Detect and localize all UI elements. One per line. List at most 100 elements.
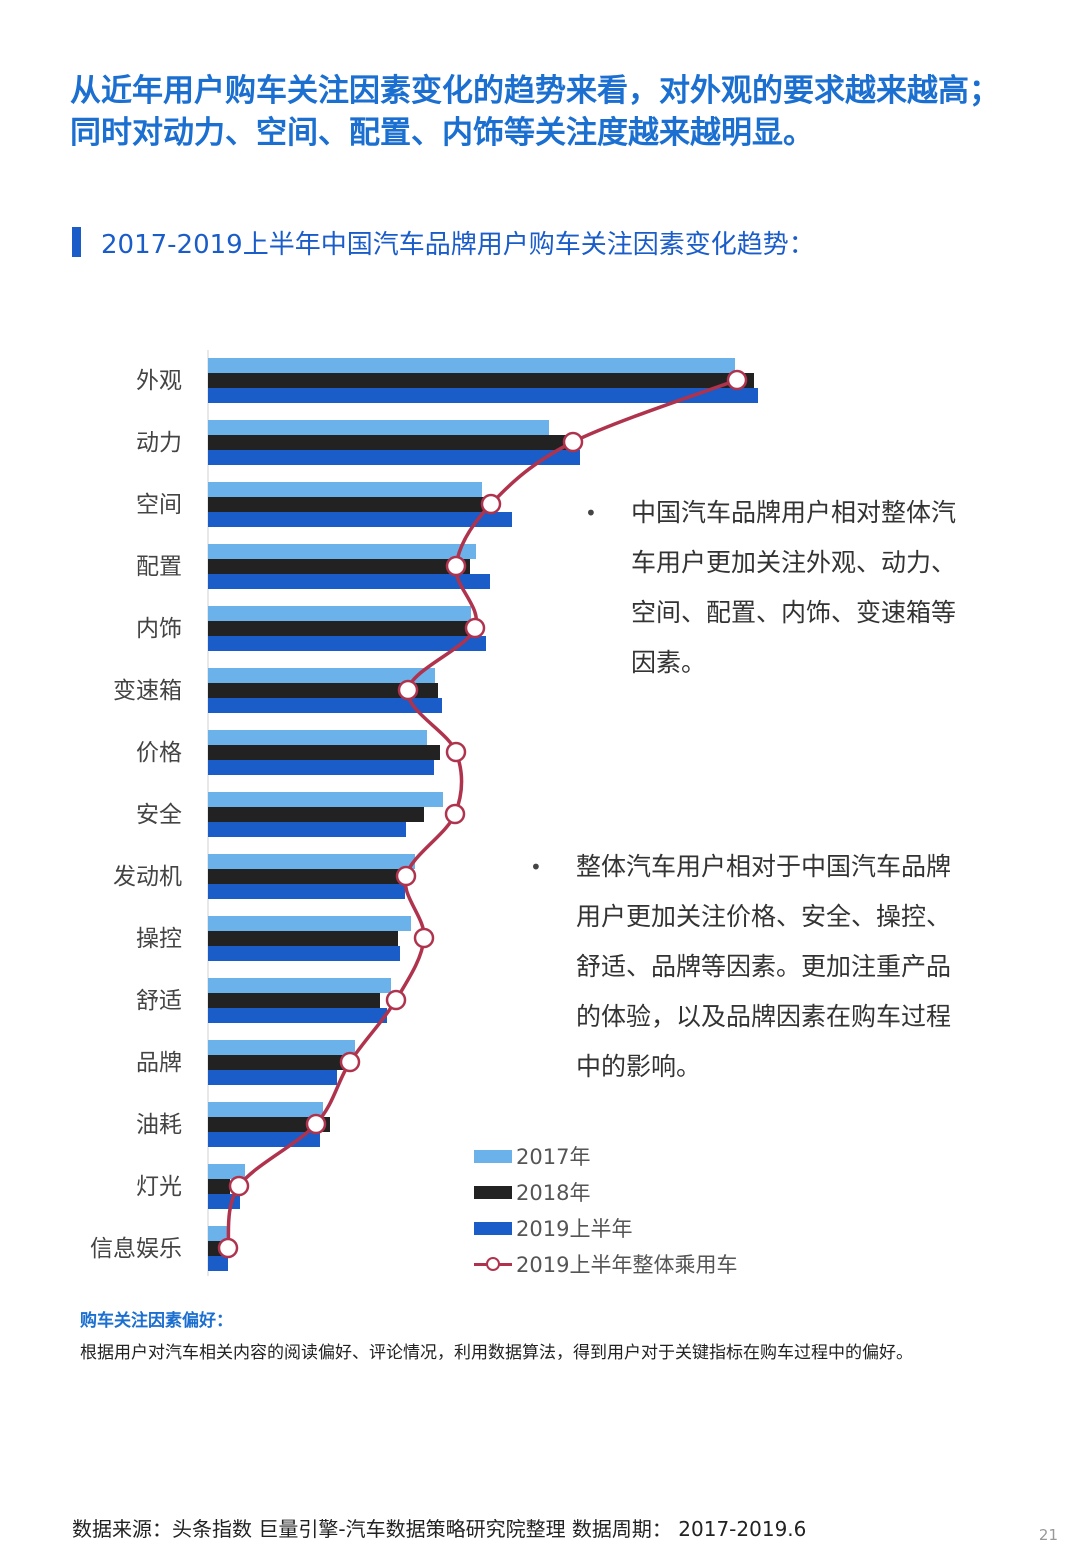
bar-2017 (208, 1102, 323, 1117)
headline-line-1: 从近年用户购车关注因素变化的趋势来看，对外观的要求越来越高； (70, 73, 1000, 109)
note-overall: • 整体汽车用户相对于中国汽车品牌用户更加关注价格、安全、操控、舒适、品牌等因素… (530, 842, 970, 1092)
overall-point (444, 803, 466, 825)
bar-2017 (208, 358, 735, 373)
bar-2019h1 (208, 822, 406, 837)
section-title: 2017-2019上半年中国汽车品牌用户购车关注因素变化趋势： (72, 224, 815, 260)
bar-2018 (208, 497, 484, 512)
category-label: 信息娱乐 (90, 1236, 182, 1262)
overall-point (228, 1175, 250, 1197)
headline: 从近年用户购车关注因素变化的趋势来看，对外观的要求越来越高； 同时对动力、空间、… (70, 70, 1030, 154)
bar-2019h1 (208, 574, 490, 589)
legend-swatch-2019h1 (474, 1221, 512, 1235)
bar-2017 (208, 1226, 228, 1241)
bar-2019h1 (208, 1256, 228, 1271)
category-label: 操控 (136, 926, 182, 952)
category-label: 品牌 (136, 1050, 182, 1076)
bar-2019h1 (208, 946, 400, 961)
category-label: 发动机 (113, 864, 182, 890)
bar-2017 (208, 854, 415, 869)
overall-point (413, 927, 435, 949)
bullet-icon: • (530, 855, 542, 879)
chart-legend: 2017年 2018年 2019上半年 2019上半年整体乘用车 (474, 1138, 737, 1282)
category-label: 空间 (136, 492, 182, 518)
bar-2018 (208, 683, 438, 698)
bar-2019h1 (208, 760, 434, 775)
overall-point (217, 1237, 239, 1259)
legend-label: 2017年 (516, 1145, 591, 1169)
note-text: 整体汽车用户相对于中国汽车品牌用户更加关注价格、安全、操控、舒适、品牌等因素。更… (576, 852, 952, 1081)
category-label: 外观 (136, 368, 182, 394)
section-title-text: 2017-2019上半年中国汽车品牌用户购车关注因素变化趋势： (101, 229, 815, 260)
legend-item-2018: 2018年 (474, 1174, 737, 1210)
category-label: 配置 (136, 554, 182, 580)
overall-point (305, 1113, 327, 1135)
bar-2017 (208, 1164, 245, 1179)
bar-2018 (208, 931, 398, 946)
bar-2019h1 (208, 512, 512, 527)
headline-line-2: 同时对动力、空间、配置、内饰等关注度越来越明显。 (70, 115, 814, 151)
footnote-description: 根据用户对汽车相关内容的阅读偏好、评论情况，利用数据算法，得到用户对于关键指标在… (80, 1343, 913, 1363)
bar-2017 (208, 730, 427, 745)
bar-2018 (208, 435, 573, 450)
legend-item-overall: 2019上半年整体乘用车 (474, 1246, 737, 1282)
legend-label: 2019上半年整体乘用车 (516, 1253, 738, 1277)
bar-2019h1 (208, 1008, 387, 1023)
bar-2017 (208, 544, 476, 559)
bar-2017 (208, 978, 391, 993)
legend-swatch-2017 (474, 1149, 512, 1163)
overall-point (480, 493, 502, 515)
bar-2017 (208, 420, 549, 435)
category-label: 动力 (136, 430, 182, 456)
overall-point (562, 431, 584, 453)
overall-point (726, 369, 748, 391)
bar-2019h1 (208, 884, 405, 899)
bar-2018 (208, 807, 424, 822)
legend-swatch-2018 (474, 1185, 512, 1199)
bar-2018 (208, 869, 405, 884)
overall-point (395, 865, 417, 887)
overall-point (397, 679, 419, 701)
legend-item-2017: 2017年 (474, 1138, 737, 1174)
category-label: 内饰 (136, 616, 182, 642)
bar-2018 (208, 559, 470, 574)
category-label: 价格 (136, 740, 182, 766)
bar-2017 (208, 916, 411, 931)
overall-point (385, 989, 407, 1011)
note-chinese-brand: • 中国汽车品牌用户相对整体汽车用户更加关注外观、动力、空间、配置、内饰、变速箱… (585, 488, 965, 688)
section-marker (72, 227, 81, 257)
bar-2017 (208, 792, 443, 807)
overall-point (445, 555, 467, 577)
legend-label: 2018年 (516, 1181, 591, 1205)
bar-2018 (208, 993, 380, 1008)
overall-point (464, 617, 486, 639)
bar-2017 (208, 606, 471, 621)
legend-label: 2019上半年 (516, 1217, 633, 1241)
bar-2019h1 (208, 698, 442, 713)
bar-2018 (208, 745, 440, 760)
footnote-title: 购车关注因素偏好： (80, 1311, 233, 1331)
data-source: 数据来源：头条指数 巨量引擎-汽车数据策略研究院整理 数据周期： 2017-20… (72, 1517, 807, 1541)
category-label: 舒适 (136, 988, 182, 1014)
bar-2018 (208, 373, 754, 388)
category-label: 灯光 (136, 1174, 182, 1200)
bar-2017 (208, 1040, 355, 1055)
bullet-icon: • (585, 501, 597, 525)
category-label: 油耗 (136, 1112, 182, 1138)
bar-2018 (208, 1055, 345, 1070)
category-label: 变速箱 (113, 678, 182, 704)
bar-2019h1 (208, 636, 486, 651)
bar-2018 (208, 621, 471, 636)
legend-line-marker-icon (474, 1256, 512, 1271)
note-text: 中国汽车品牌用户相对整体汽车用户更加关注外观、动力、空间、配置、内饰、变速箱等因… (631, 498, 957, 677)
category-label: 安全 (136, 802, 182, 828)
bar-2017 (208, 482, 482, 497)
bar-2019h1 (208, 1070, 337, 1085)
bar-2017 (208, 668, 435, 683)
bar-2018 (208, 1117, 330, 1132)
overall-point (445, 741, 467, 763)
legend-item-2019h1: 2019上半年 (474, 1210, 737, 1246)
bar-2019h1 (208, 450, 580, 465)
bar-2019h1 (208, 388, 758, 403)
page-number: 21 (1038, 1526, 1058, 1544)
